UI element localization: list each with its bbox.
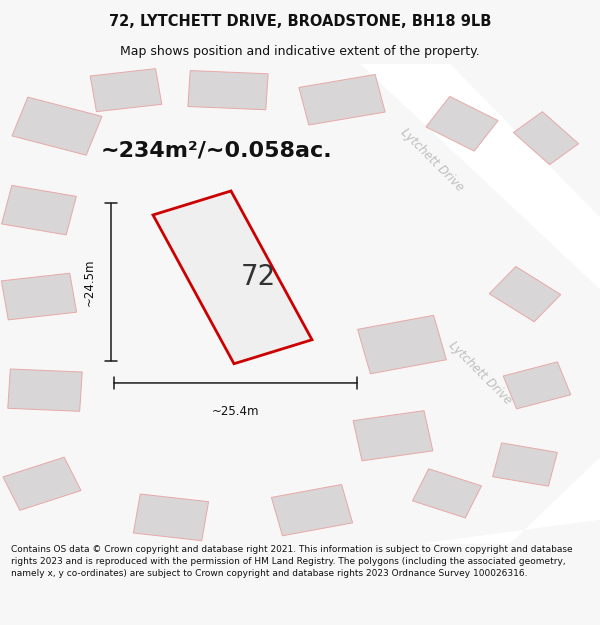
Text: Lytchett Drive: Lytchett Drive <box>446 339 514 408</box>
Polygon shape <box>2 186 76 235</box>
Polygon shape <box>271 484 353 536</box>
Text: 72: 72 <box>241 263 275 291</box>
Polygon shape <box>360 64 600 289</box>
Text: 72, LYTCHETT DRIVE, BROADSTONE, BH18 9LB: 72, LYTCHETT DRIVE, BROADSTONE, BH18 9LB <box>109 14 491 29</box>
Text: ~234m²/~0.058ac.: ~234m²/~0.058ac. <box>100 140 332 160</box>
Polygon shape <box>514 112 578 164</box>
Polygon shape <box>299 74 385 125</box>
Polygon shape <box>426 96 498 151</box>
Polygon shape <box>90 69 162 112</box>
Polygon shape <box>420 458 600 544</box>
Polygon shape <box>353 411 433 461</box>
Text: Map shows position and indicative extent of the property.: Map shows position and indicative extent… <box>120 44 480 58</box>
Polygon shape <box>493 443 557 486</box>
Polygon shape <box>358 316 446 374</box>
Polygon shape <box>188 71 268 110</box>
Text: Lytchett Drive: Lytchett Drive <box>398 126 466 194</box>
Polygon shape <box>1 273 77 320</box>
Polygon shape <box>489 266 561 322</box>
Polygon shape <box>412 469 482 518</box>
Text: Contains OS data © Crown copyright and database right 2021. This information is : Contains OS data © Crown copyright and d… <box>11 546 572 578</box>
Text: ~24.5m: ~24.5m <box>83 258 96 306</box>
Polygon shape <box>12 97 102 155</box>
Polygon shape <box>8 369 82 411</box>
Polygon shape <box>153 191 312 364</box>
Text: ~25.4m: ~25.4m <box>212 404 259 418</box>
Polygon shape <box>3 457 81 511</box>
Polygon shape <box>133 494 209 541</box>
Polygon shape <box>503 362 571 409</box>
